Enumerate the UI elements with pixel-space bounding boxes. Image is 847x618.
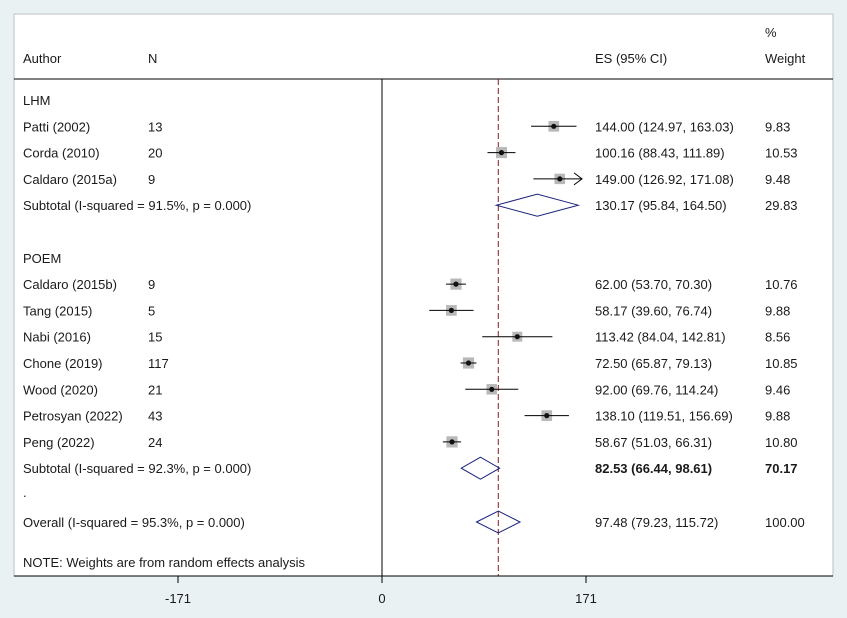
subtotal-label: Subtotal (I-squared = 91.5%, p = 0.000) bbox=[23, 198, 251, 213]
study-n: 20 bbox=[148, 146, 162, 161]
study-ci-text: 113.42 (84.04, 142.81) bbox=[595, 330, 726, 345]
study-n: 24 bbox=[148, 435, 162, 450]
study-author: Caldaro (2015b) bbox=[23, 277, 117, 292]
subtotal-ci-text: 82.53 (66.44, 98.61) bbox=[595, 461, 712, 476]
study-n: 43 bbox=[148, 409, 162, 424]
study-weight: 9.46 bbox=[765, 382, 790, 397]
study-weight: 10.80 bbox=[765, 435, 798, 450]
study-weight: 8.56 bbox=[765, 330, 790, 345]
header-author: Author bbox=[23, 51, 62, 66]
study-weight: 9.88 bbox=[765, 409, 790, 424]
point-estimate bbox=[557, 176, 563, 182]
footnote: NOTE: Weights are from random effects an… bbox=[23, 555, 306, 570]
study-ci-text: 62.00 (53.70, 70.30) bbox=[595, 277, 712, 292]
subtotal-diamond bbox=[494, 193, 581, 217]
study-weight: 10.53 bbox=[765, 146, 798, 161]
subtotal-diamond bbox=[460, 456, 501, 480]
x-tick-label: -171 bbox=[165, 591, 191, 606]
study-n: 117 bbox=[148, 356, 169, 371]
study-author: Tang (2015) bbox=[23, 303, 92, 318]
group-label: POEM bbox=[23, 251, 61, 266]
study-author: Wood (2020) bbox=[23, 382, 98, 397]
study-ci-text: 100.16 (88.43, 111.89) bbox=[595, 146, 725, 161]
forest-row-texts: LHM Patti (2002) 13 144.00 (124.97, 163.03)… bbox=[23, 93, 805, 530]
study-ci-text: 138.10 (119.51, 156.69) bbox=[595, 409, 733, 424]
subtotal-label: Subtotal (I-squared = 92.3%, p = 0.000) bbox=[23, 461, 251, 476]
header-es: ES (95% CI) bbox=[595, 51, 667, 66]
study-author: Patti (2002) bbox=[23, 119, 90, 134]
study-weight: 10.85 bbox=[765, 356, 798, 371]
point-estimate bbox=[551, 123, 557, 129]
study-author: Caldaro (2015a) bbox=[23, 172, 117, 187]
subtotal-weight: 70.17 bbox=[765, 461, 798, 476]
point-estimate bbox=[498, 150, 505, 156]
study-n: 9 bbox=[148, 172, 155, 187]
study-n: 21 bbox=[148, 382, 162, 397]
study-author: Petrosyan (2022) bbox=[23, 409, 123, 424]
header-weight-percent: % bbox=[765, 25, 777, 40]
header-weight: Weight bbox=[765, 51, 806, 66]
subtotal-ci-text: 130.17 (95.84, 164.50) bbox=[595, 198, 727, 213]
forest-marks bbox=[429, 120, 583, 534]
study-author: Corda (2010) bbox=[23, 146, 100, 161]
study-ci-text: 144.00 (124.97, 163.03) bbox=[595, 119, 734, 134]
plot-panel bbox=[13, 13, 834, 577]
study-author: Nabi (2016) bbox=[23, 330, 91, 345]
study-ci-text: 58.17 (39.60, 76.74) bbox=[595, 303, 712, 318]
study-ci-text: 58.67 (51.03, 66.31) bbox=[595, 435, 712, 450]
point-estimate bbox=[514, 334, 520, 340]
overall-diamond bbox=[475, 510, 522, 534]
group-label: LHM bbox=[23, 93, 50, 108]
subtotal-weight: 29.83 bbox=[765, 198, 798, 213]
x-tick-label: 0 bbox=[378, 591, 385, 606]
point-estimate bbox=[489, 386, 495, 392]
study-ci-text: 92.00 (69.76, 114.24) bbox=[595, 382, 718, 397]
point-estimate bbox=[449, 439, 455, 445]
overall-label: Overall (I-squared = 95.3%, p = 0.000) bbox=[23, 515, 245, 530]
study-n: 5 bbox=[148, 303, 155, 318]
point-estimate bbox=[448, 307, 454, 313]
point-estimate bbox=[453, 281, 459, 287]
study-n: 15 bbox=[148, 330, 162, 345]
study-ci-text: 72.50 (65.87, 79.13) bbox=[595, 356, 712, 371]
overall-ci-text: 97.48 (79.23, 115.72) bbox=[595, 515, 718, 530]
study-author: Peng (2022) bbox=[23, 435, 95, 450]
study-weight: 9.83 bbox=[765, 119, 790, 134]
study-weight: 10.76 bbox=[765, 277, 798, 292]
x-axis-ticks: -171 0 171 bbox=[165, 576, 597, 606]
study-n: 13 bbox=[148, 119, 162, 134]
ci-arrow bbox=[573, 172, 583, 186]
point-estimate bbox=[465, 360, 472, 366]
study-n: 9 bbox=[148, 277, 155, 292]
x-tick-label: 171 bbox=[575, 591, 597, 606]
separator-dot: . bbox=[23, 485, 27, 500]
point-estimate bbox=[544, 413, 550, 419]
study-weight: 9.48 bbox=[765, 172, 790, 187]
overall-weight: 100.00 bbox=[765, 515, 805, 530]
study-ci-text: 149.00 (126.92, 171.08) bbox=[595, 172, 734, 187]
study-weight: 9.88 bbox=[765, 303, 790, 318]
study-author: Chone (2019) bbox=[23, 356, 103, 371]
header-n: N bbox=[148, 51, 157, 66]
